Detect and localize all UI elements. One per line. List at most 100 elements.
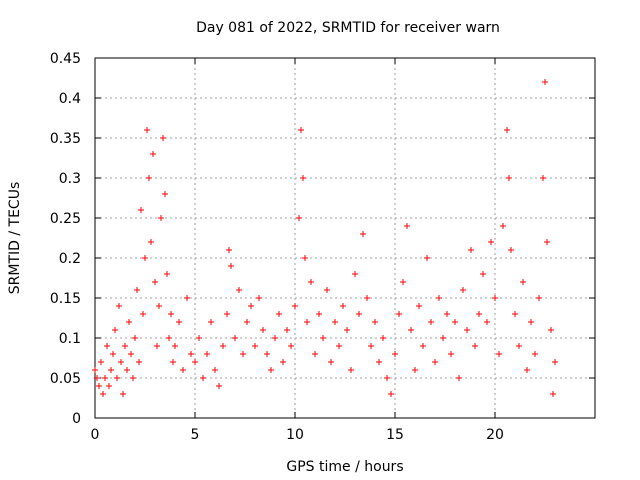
plot-frame	[94, 57, 596, 419]
data-point	[236, 287, 242, 293]
data-point	[508, 247, 514, 253]
data-point	[436, 295, 442, 301]
data-point	[340, 303, 346, 309]
data-point	[416, 303, 422, 309]
data-point	[252, 343, 258, 349]
data-point	[424, 255, 430, 261]
data-point	[328, 359, 334, 365]
data-point	[492, 295, 498, 301]
data-point	[500, 223, 506, 229]
data-point	[168, 311, 174, 317]
y-tick-label: 0.4	[59, 91, 81, 107]
data-point	[134, 287, 140, 293]
data-point	[298, 127, 304, 133]
data-point	[320, 335, 326, 341]
data-point	[496, 351, 502, 357]
data-point	[364, 295, 370, 301]
data-point	[540, 175, 546, 181]
data-point	[308, 279, 314, 285]
data-point	[332, 319, 338, 325]
y-tick-label: 0.05	[50, 371, 81, 387]
data-point	[92, 367, 98, 373]
data-point	[130, 375, 136, 381]
data-point	[292, 303, 298, 309]
x-tick-label: 0	[91, 427, 100, 443]
data-point	[150, 151, 156, 157]
data-point	[448, 351, 454, 357]
data-point	[452, 319, 458, 325]
data-point	[106, 383, 112, 389]
data-point	[180, 367, 186, 373]
data-point	[392, 351, 398, 357]
data-point	[506, 175, 512, 181]
data-point	[348, 367, 354, 373]
data-point	[420, 343, 426, 349]
data-point	[276, 311, 282, 317]
y-tick-label: 0	[72, 411, 81, 427]
data-point	[112, 327, 118, 333]
data-point	[240, 351, 246, 357]
grid-lines	[95, 58, 595, 418]
x-tick-label: 15	[386, 427, 404, 443]
data-point	[550, 391, 556, 397]
data-point	[516, 343, 522, 349]
data-point	[152, 279, 158, 285]
data-point	[360, 231, 366, 237]
data-point	[104, 343, 110, 349]
data-point	[138, 207, 144, 213]
data-point	[432, 359, 438, 365]
x-tick-label: 5	[191, 427, 200, 443]
data-point	[256, 295, 262, 301]
y-tick-label: 0.2	[59, 251, 81, 267]
y-tick-label: 0.1	[59, 331, 81, 347]
data-point	[192, 359, 198, 365]
data-point	[548, 327, 554, 333]
y-tick-label: 0.25	[50, 211, 81, 227]
data-point	[226, 247, 232, 253]
data-point	[110, 351, 116, 357]
data-point	[536, 295, 542, 301]
data-point	[158, 215, 164, 221]
data-point	[468, 247, 474, 253]
data-point	[224, 311, 230, 317]
data-point	[144, 127, 150, 133]
data-point	[196, 335, 202, 341]
data-point	[520, 279, 526, 285]
data-point	[376, 359, 382, 365]
data-point	[388, 391, 394, 397]
data-point	[316, 311, 322, 317]
data-point	[296, 215, 302, 221]
data-point	[166, 335, 172, 341]
data-point	[200, 375, 206, 381]
data-point	[264, 351, 270, 357]
chart-title: Day 081 of 2022, SRMTID for receiver war…	[196, 20, 500, 36]
data-point	[324, 287, 330, 293]
data-point	[126, 319, 132, 325]
data-point	[120, 391, 126, 397]
data-point	[304, 319, 310, 325]
data-point	[228, 263, 234, 269]
data-point	[272, 335, 278, 341]
data-point	[532, 351, 538, 357]
data-point	[444, 311, 450, 317]
y-axis-label: SRMTID / TECUs	[7, 182, 23, 295]
data-point	[440, 335, 446, 341]
data-point	[456, 375, 462, 381]
data-point	[372, 319, 378, 325]
data-point	[122, 343, 128, 349]
data-point	[288, 343, 294, 349]
data-point	[100, 391, 106, 397]
data-point	[476, 311, 482, 317]
data-point	[248, 303, 254, 309]
data-point	[142, 255, 148, 261]
data-point	[412, 367, 418, 373]
data-point	[400, 279, 406, 285]
data-point	[148, 239, 154, 245]
data-point	[132, 335, 138, 341]
data-point	[356, 311, 362, 317]
x-tick-label: 20	[486, 427, 504, 443]
data-point	[102, 375, 108, 381]
data-point	[464, 327, 470, 333]
data-point	[484, 319, 490, 325]
